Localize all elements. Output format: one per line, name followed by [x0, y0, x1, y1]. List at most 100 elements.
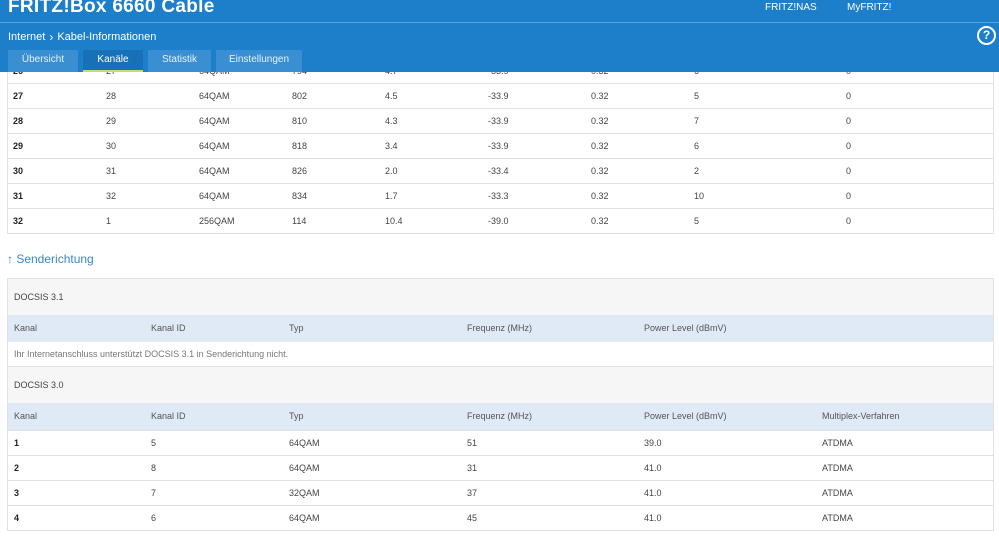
table-row: 32 1 256QAM 114 10.4 -39.0 0.32 5 0 — [8, 208, 993, 233]
app-header: FRITZ!Box 6660 Cable FRITZ!NAS MyFRITZ! … — [0, 0, 999, 72]
cell-korrigierbare-fehler: 5 — [694, 216, 700, 226]
cell-nicht-korrigierbare-fehler: 0 — [846, 91, 852, 101]
col-power-level: Power Level (dBmV) — [644, 323, 727, 333]
cell-mse: -33.9 — [488, 141, 509, 151]
cell-power-level: 39.0 — [644, 438, 662, 448]
cell-kanal-id: 30 — [106, 141, 117, 151]
cell-kanal-id: 5 — [151, 438, 157, 448]
cell-latenz: 0.32 — [591, 91, 609, 101]
table-row: 2 8 64QAM 31 41.0 ATDMA — [8, 455, 993, 480]
tab-uebersicht[interactable]: Übersicht — [8, 50, 78, 72]
breadcrumb-internet[interactable]: Internet — [8, 31, 46, 43]
tab-bar: Übersicht Kanäle Statistik Einstellungen — [8, 50, 307, 72]
cell-korrigierbare-fehler: 7 — [694, 116, 700, 126]
cell-kanal: 31 — [13, 191, 24, 201]
fritz-nas-link[interactable]: FRITZ!NAS — [765, 2, 817, 13]
cell-frequenz: 802 — [292, 91, 308, 101]
col-kanal: Kanal — [14, 323, 38, 333]
cell-kanal-id: 7 — [151, 488, 157, 498]
cell-mse: -33.9 — [488, 91, 509, 101]
col-typ: Typ — [289, 411, 304, 421]
cell-kanal: 2 — [14, 463, 20, 473]
cell-frequenz: 818 — [292, 141, 308, 151]
cell-latenz: 0.32 — [591, 216, 609, 226]
cell-nicht-korrigierbare-fehler: 0 — [846, 191, 852, 201]
col-frequenz: Frequenz (MHz) — [467, 323, 533, 333]
cell-kanal: 30 — [13, 166, 24, 176]
col-kanal-id: Kanal ID — [151, 323, 186, 333]
cell-power-level: 3.4 — [385, 141, 398, 151]
col-multiplex: Multiplex-Verfahren — [822, 411, 900, 421]
cell-latenz: 0.32 — [591, 116, 609, 126]
cell-kanal-id: 29 — [106, 116, 117, 126]
cell-power-level: 4.5 — [385, 91, 398, 101]
cell-kanal-id: 6 — [151, 513, 157, 523]
col-kanal-id: Kanal ID — [151, 411, 186, 421]
upstream-table: DOCSIS 3.1 Kanal Kanal ID Typ Frequenz (… — [7, 278, 994, 531]
cell-nicht-korrigierbare-fehler: 0 — [846, 116, 852, 126]
cell-kanal: 29 — [13, 141, 24, 151]
cell-modulation: 64QAM — [199, 91, 230, 101]
cell-latenz: 0.32 — [591, 166, 609, 176]
cell-typ: 64QAM — [289, 463, 320, 473]
cell-frequenz: 51 — [467, 438, 478, 448]
senderichtung-heading[interactable]: ↑ Senderichtung — [7, 252, 94, 266]
cell-power-level: 2.0 — [385, 166, 398, 176]
docsis30-header-row: Kanal Kanal ID Typ Frequenz (MHz) Power … — [8, 403, 993, 430]
breadcrumb: Internet › Kabel-Informationen — [8, 30, 156, 44]
col-power-level: Power Level (dBmV) — [644, 411, 727, 421]
cell-latenz: 0.32 — [591, 191, 609, 201]
cell-korrigierbare-fehler: 5 — [694, 91, 700, 101]
col-frequenz: Frequenz (MHz) — [467, 411, 533, 421]
cell-frequenz: 826 — [292, 166, 308, 176]
cell-kanal-id: 8 — [151, 463, 157, 473]
table-row: 4 6 64QAM 45 41.0 ATDMA — [8, 505, 993, 530]
col-kanal: Kanal — [14, 411, 38, 421]
cell-multiplex: ATDMA — [822, 438, 853, 448]
cell-modulation: 64QAM — [199, 116, 230, 126]
table-row: 28 29 64QAM 810 4.3 -33.9 0.32 7 0 — [8, 108, 993, 133]
col-typ: Typ — [289, 323, 304, 333]
table-row: 31 32 64QAM 834 1.7 -33.3 0.32 10 0 — [8, 183, 993, 208]
docsis31-header-row: Kanal Kanal ID Typ Frequenz (MHz) Power … — [8, 315, 993, 342]
brand-title: FRITZ!Box 6660 Cable — [8, 0, 215, 17]
cell-kanal: 28 — [13, 116, 24, 126]
cell-kanal-id: 1 — [106, 216, 112, 226]
cell-frequenz: 114 — [292, 216, 307, 226]
cell-power-level: 41.0 — [644, 488, 662, 498]
cell-multiplex: ATDMA — [822, 463, 853, 473]
cell-frequenz: 810 — [292, 116, 308, 126]
tab-statistik[interactable]: Statistik — [148, 50, 211, 72]
cell-kanal: 1 — [14, 438, 20, 448]
tab-kanaele[interactable]: Kanäle — [83, 50, 143, 72]
cell-power-level: 1.7 — [385, 191, 398, 201]
breadcrumb-current: Kabel-Informationen — [57, 31, 157, 43]
cell-typ: 64QAM — [289, 438, 320, 448]
cell-latenz: 0.32 — [591, 141, 609, 151]
cell-mse: -33.9 — [488, 116, 509, 126]
cell-nicht-korrigierbare-fehler: 0 — [846, 141, 852, 151]
docsis30-label: DOCSIS 3.0 — [8, 367, 993, 403]
cell-kanal-id: 28 — [106, 91, 117, 101]
cell-kanal-id: 31 — [106, 166, 117, 176]
header-divider — [0, 22, 999, 23]
cell-kanal: 3 — [14, 488, 20, 498]
cell-typ: 32QAM — [289, 488, 320, 498]
myfritz-link[interactable]: MyFRITZ! — [847, 2, 892, 13]
cell-mse: -33.4 — [488, 166, 509, 176]
cell-power-level: 41.0 — [644, 463, 662, 473]
cell-nicht-korrigierbare-fehler: 0 — [846, 166, 852, 176]
cell-kanal-id: 32 — [106, 191, 117, 201]
docsis31-label: DOCSIS 3.1 — [8, 279, 993, 315]
cell-modulation: 64QAM — [199, 191, 230, 201]
cell-korrigierbare-fehler: 6 — [694, 141, 700, 151]
help-icon[interactable]: ? — [977, 26, 996, 45]
cell-typ: 64QAM — [289, 513, 320, 523]
cell-frequenz: 37 — [467, 488, 478, 498]
cell-frequenz: 31 — [467, 463, 478, 473]
cell-kanal: 27 — [13, 91, 24, 101]
table-row: 29 30 64QAM 818 3.4 -33.9 0.32 6 0 — [8, 133, 993, 158]
cell-modulation: 64QAM — [199, 166, 230, 176]
docsis31-note: Ihr Internetanschluss unterstützt DOCSIS… — [8, 342, 993, 367]
tab-einstellungen[interactable]: Einstellungen — [216, 50, 302, 72]
